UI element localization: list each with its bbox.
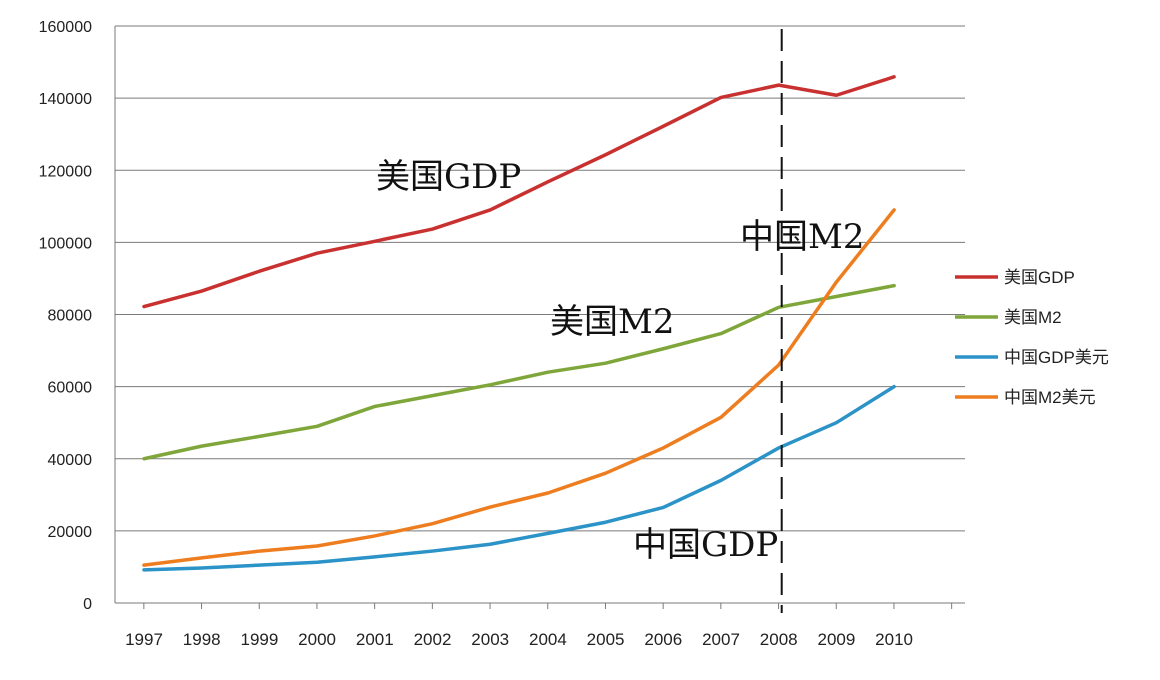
series-line-3: [142, 208, 896, 567]
x-tick-label: 2009: [817, 630, 855, 649]
annotation-us-gdp: 美国GDP: [376, 157, 521, 197]
y-tick-label: 100000: [39, 235, 92, 252]
annotations: 美国GDP 中国M2 美国M2 中国GDP: [376, 157, 864, 565]
y-tick-labels: 0 20000 40000 60000 80000 100000 120000 140000 1…: [39, 19, 92, 613]
series-line-2: [142, 384, 896, 572]
y-tick-label: 60000: [48, 380, 93, 397]
x-tick-label: 2001: [356, 630, 394, 649]
y-tick-label: 0: [83, 596, 92, 613]
legend-label: 美国M2: [1004, 308, 1062, 327]
gridlines: [114, 25, 965, 603]
x-tick-label: 2004: [529, 630, 567, 649]
x-tick-label: 2000: [298, 630, 336, 649]
series-lines: [142, 75, 896, 572]
annotation-cn-m2: 中国M2: [740, 217, 864, 257]
y-tick-label: 80000: [48, 308, 93, 325]
annotation-us-m2: 美国M2: [550, 302, 674, 342]
legend-label: 中国GDP美元: [1004, 348, 1109, 367]
x-tick-label: 2008: [760, 630, 798, 649]
y-tick-label: 40000: [48, 452, 93, 469]
y-tick-label: 20000: [48, 524, 93, 541]
y-tick-label: 160000: [39, 19, 92, 36]
series-line-1: [142, 283, 896, 461]
series-line-0: [142, 75, 896, 309]
y-tick-label: 120000: [39, 163, 92, 180]
x-tick-label: 2006: [644, 630, 682, 649]
x-axis: 1997 1998 1999 2000 2001 2002 2003 2004 2005 2006…: [115, 602, 965, 649]
annotation-cn-gdp: 中国GDP: [633, 525, 778, 565]
x-tick-label: 2005: [587, 630, 625, 649]
x-tick-label: 2002: [414, 630, 452, 649]
x-tick-label: 1999: [240, 630, 278, 649]
x-tick-label: 2007: [702, 630, 740, 649]
legend-label: 美国GDP: [1004, 268, 1075, 287]
y-tick-label: 140000: [39, 91, 92, 108]
legend-label: 中国M2美元: [1004, 388, 1096, 407]
x-tick-label: 1997: [125, 630, 163, 649]
x-tick-label: 1998: [183, 630, 221, 649]
x-tick-label: 2003: [471, 630, 509, 649]
x-tick-label: 2010: [875, 630, 913, 649]
